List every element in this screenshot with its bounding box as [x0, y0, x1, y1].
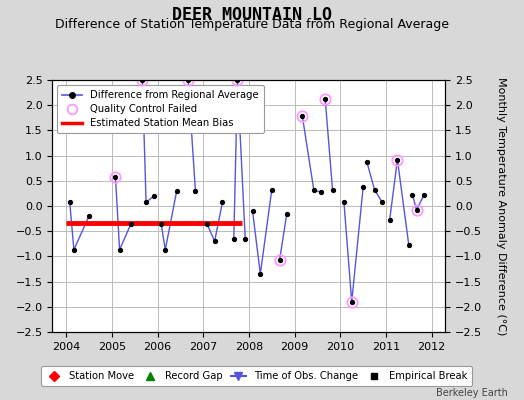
Legend: Station Move, Record Gap, Time of Obs. Change, Empirical Break: Station Move, Record Gap, Time of Obs. C… [41, 366, 472, 386]
Text: DEER MOUNTAIN LO: DEER MOUNTAIN LO [171, 6, 332, 24]
Text: Berkeley Earth: Berkeley Earth [436, 388, 508, 398]
Y-axis label: Monthly Temperature Anomaly Difference (°C): Monthly Temperature Anomaly Difference (… [496, 77, 506, 335]
Legend: Difference from Regional Average, Quality Control Failed, Estimated Station Mean: Difference from Regional Average, Qualit… [58, 85, 264, 133]
Text: Difference of Station Temperature Data from Regional Average: Difference of Station Temperature Data f… [54, 18, 449, 31]
